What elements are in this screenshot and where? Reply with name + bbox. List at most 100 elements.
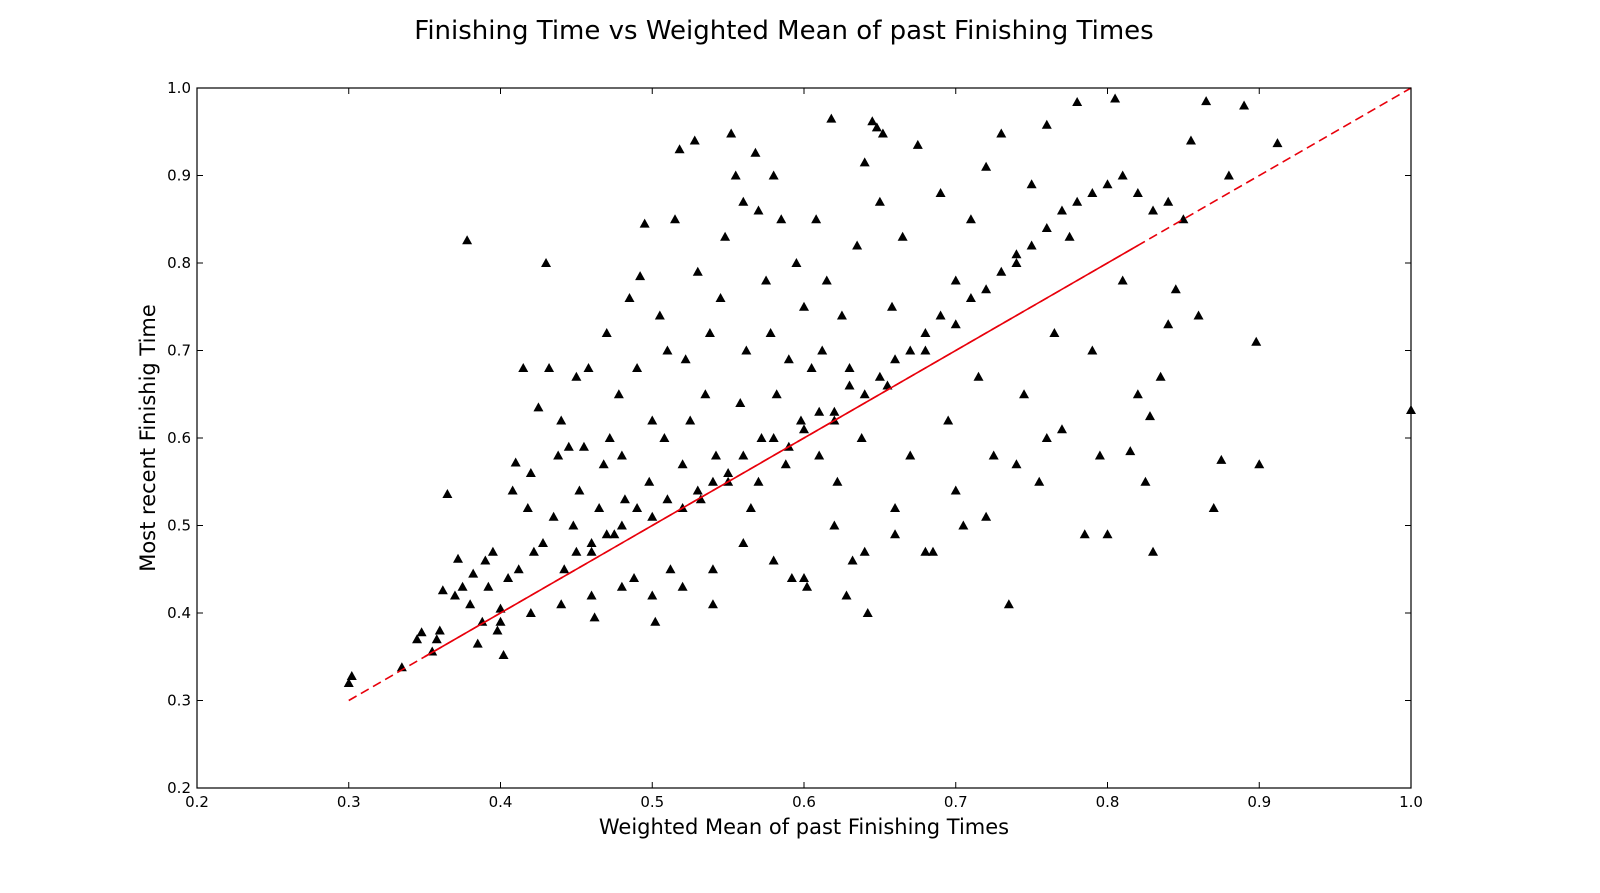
data-point — [689, 135, 700, 145]
data-point — [783, 354, 794, 364]
data-point — [874, 196, 885, 206]
data-point — [553, 450, 564, 460]
data-point — [710, 450, 721, 460]
data-point — [503, 573, 514, 582]
data-point — [495, 616, 506, 626]
data-point — [829, 406, 840, 416]
y-axis: 0.2 0.3 0.4 0.5 0.6 0.7 0.8 0.9 1.0 — [167, 79, 1411, 797]
data-point — [616, 581, 627, 591]
data-point — [1087, 188, 1098, 197]
data-point — [483, 581, 494, 591]
data-point — [882, 380, 893, 390]
data-point — [786, 573, 797, 582]
data-point — [829, 520, 840, 530]
data-point — [1110, 93, 1121, 103]
data-point — [1144, 411, 1155, 421]
data-point — [730, 170, 741, 180]
data-point — [1094, 450, 1105, 460]
y-tick-label: 1.0 — [167, 79, 191, 97]
data-point — [1079, 529, 1090, 539]
data-point — [874, 371, 885, 381]
x-tick-label: 1.0 — [1399, 793, 1423, 811]
y-tick-label: 0.3 — [167, 692, 191, 710]
x-tick-label: 0.8 — [1096, 793, 1120, 811]
data-point — [799, 301, 809, 311]
x-tick-label: 0.7 — [944, 793, 968, 811]
data-point — [765, 328, 776, 337]
data-point — [680, 354, 691, 364]
data-point — [601, 328, 612, 337]
data-point — [468, 568, 479, 578]
data-point — [677, 459, 688, 469]
data-point — [847, 555, 858, 565]
data-point — [563, 441, 574, 451]
data-point — [670, 214, 681, 224]
data-point — [814, 450, 825, 460]
y-tick-label: 0.7 — [167, 342, 191, 360]
data-point — [598, 459, 609, 469]
data-point — [1201, 96, 1212, 106]
data-point — [528, 546, 539, 556]
data-point — [586, 538, 597, 547]
data-point — [1163, 319, 1174, 329]
data-point — [629, 573, 640, 582]
data-point — [707, 476, 718, 486]
data-point — [533, 402, 544, 412]
y-tick-label: 0.2 — [167, 779, 191, 797]
data-point — [1034, 476, 1045, 486]
data-point — [437, 585, 448, 595]
data-point — [927, 546, 938, 556]
chart-title: Finishing Time vs Weighted Mean of past … — [414, 16, 1153, 46]
data-point — [821, 275, 832, 285]
data-point — [1223, 170, 1234, 180]
data-point — [654, 310, 665, 320]
data-point — [616, 520, 627, 530]
y-tick-label: 0.5 — [167, 517, 191, 535]
data-point — [639, 218, 650, 228]
data-point — [950, 319, 961, 329]
data-point — [525, 608, 536, 617]
data-point — [836, 310, 847, 320]
y-tick-label: 0.4 — [167, 604, 191, 622]
data-point — [771, 389, 782, 399]
data-point — [1193, 310, 1204, 320]
data-point — [647, 511, 658, 521]
data-point — [616, 450, 627, 460]
data-point — [973, 371, 984, 381]
data-point — [487, 546, 498, 556]
data-point — [472, 638, 483, 648]
data-point — [525, 468, 536, 477]
data-point — [1003, 599, 1014, 609]
data-point — [750, 147, 761, 157]
data-point — [814, 406, 825, 416]
data-point — [768, 555, 779, 565]
data-point — [1026, 179, 1037, 189]
data-point — [897, 231, 908, 241]
data-point — [996, 128, 1007, 138]
data-point — [1132, 188, 1143, 197]
data-point — [665, 564, 676, 574]
data-point — [647, 590, 658, 600]
data-point — [492, 625, 503, 635]
data-point — [920, 328, 931, 337]
data-point — [738, 450, 749, 460]
data-point — [1102, 529, 1113, 539]
data-point — [685, 415, 696, 425]
data-point — [965, 293, 976, 302]
data-point — [753, 205, 764, 215]
data-point — [346, 671, 357, 680]
data-point — [806, 363, 817, 372]
data-point — [1251, 336, 1262, 346]
data-point — [799, 573, 809, 582]
data-point — [1155, 371, 1166, 381]
data-point — [544, 363, 555, 372]
data-point — [507, 485, 518, 495]
data-point — [844, 380, 855, 390]
data-point — [1254, 459, 1265, 469]
data-point — [659, 433, 670, 442]
data-point — [981, 284, 992, 294]
data-point — [412, 634, 423, 644]
data-point — [662, 345, 673, 355]
data-point — [498, 650, 509, 659]
